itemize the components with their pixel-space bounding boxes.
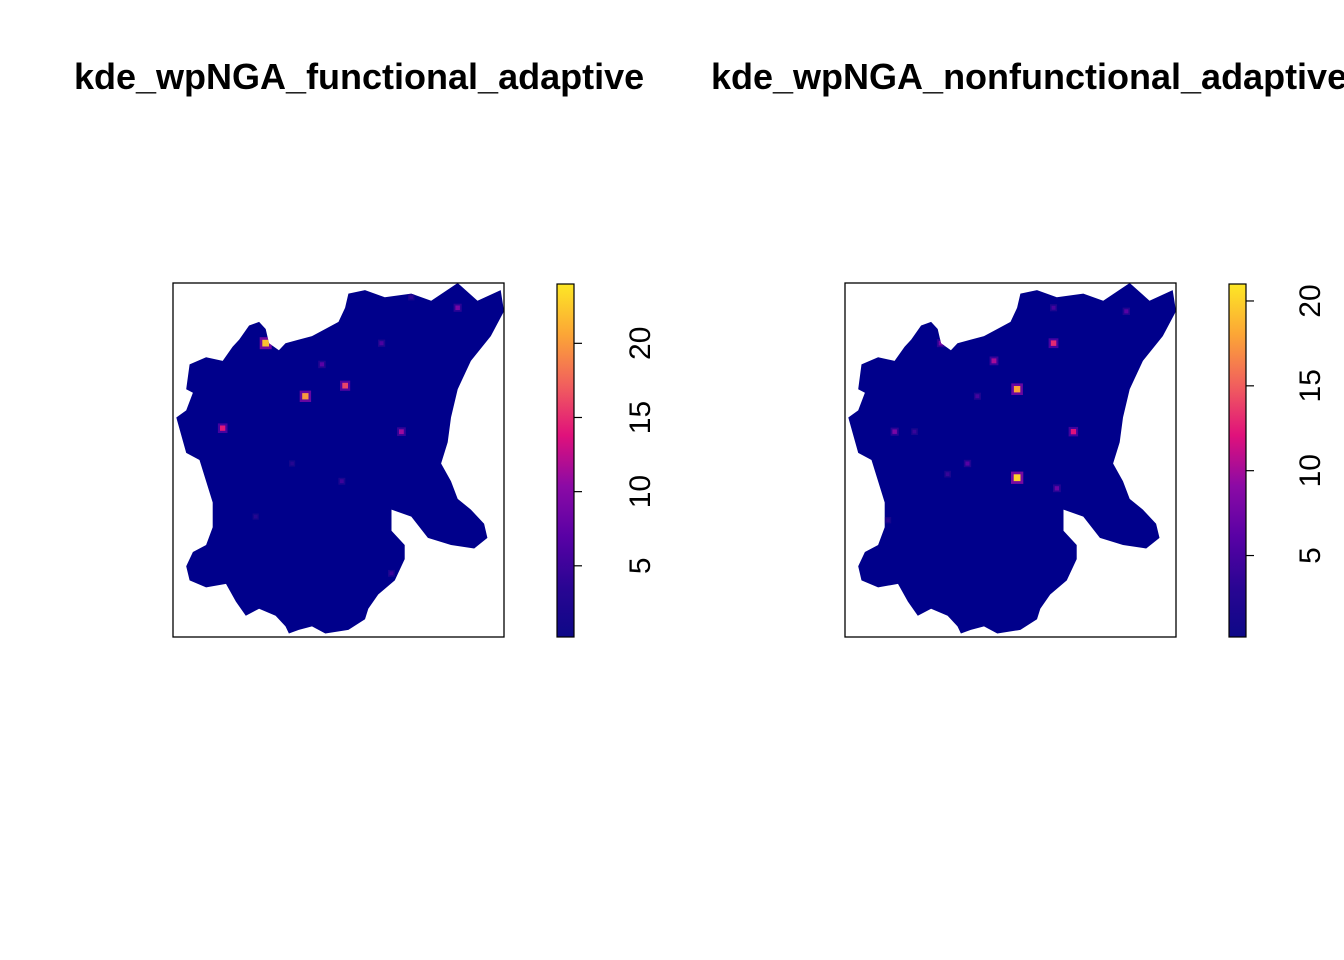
hotspot-cell: [938, 340, 944, 346]
colorbar: [556, 283, 575, 638]
hotspot-cell: [302, 393, 309, 400]
colorbar-tick-label: 20: [1294, 284, 1327, 317]
region-fill: [848, 283, 1176, 634]
hotspot-cell: [912, 429, 917, 434]
hotspot-cell: [1013, 386, 1021, 393]
hotspot-cell: [399, 429, 404, 435]
panel-title-nonfunctional: kde_wpNGA_nonfunctional_adaptive: [711, 56, 1344, 97]
colorbar-tick-label: 20: [624, 327, 657, 360]
hotspot-cell: [409, 295, 414, 299]
colorbar-tick-label: 5: [624, 557, 657, 574]
colorbar-tick-label: 10: [624, 475, 657, 508]
hotspot-cell: [342, 382, 348, 389]
map-frame: [844, 282, 1177, 638]
hotspot-cell: [1070, 429, 1077, 435]
colorbar-tick-label: 15: [624, 401, 657, 434]
hotspot-cell: [1013, 474, 1021, 482]
hotspot-cell: [1051, 305, 1056, 310]
hotspot-cell: [975, 394, 980, 399]
hotspot-cell: [290, 461, 294, 466]
hotspot-cell: [220, 425, 226, 431]
hotspot-cell: [1050, 340, 1057, 346]
map-panel-2: 5 10 15 20: [844, 282, 1327, 638]
hotspot-cell: [1054, 486, 1059, 491]
hotspot-cell: [1124, 309, 1129, 314]
colorbar-tick-label: 10: [1294, 454, 1327, 487]
hotspot-cell: [455, 305, 460, 310]
map-panel-1: 5 10 15 20: [172, 282, 657, 638]
colorbar-tick-label: 5: [1294, 547, 1327, 564]
map-frame: [172, 282, 505, 638]
colorbar-tick-label: 15: [1294, 369, 1327, 402]
hotspot-cell: [262, 339, 269, 347]
panel-title-functional: kde_wpNGA_functional_adaptive: [74, 56, 645, 97]
hotspot-cell: [389, 571, 394, 576]
hotspot-cell: [319, 362, 324, 367]
hotspot-cell: [945, 472, 950, 476]
hotspot-cell: [991, 358, 997, 364]
hotspot-cell: [965, 461, 970, 466]
hotspot-cell: [339, 479, 344, 484]
hotspot-cell: [892, 429, 897, 434]
hotspot-cell: [379, 341, 384, 346]
colorbar: [1228, 283, 1247, 638]
hotspot-cell: [254, 514, 258, 519]
region-fill: [176, 283, 505, 634]
hotspot-cell: [886, 518, 890, 522]
